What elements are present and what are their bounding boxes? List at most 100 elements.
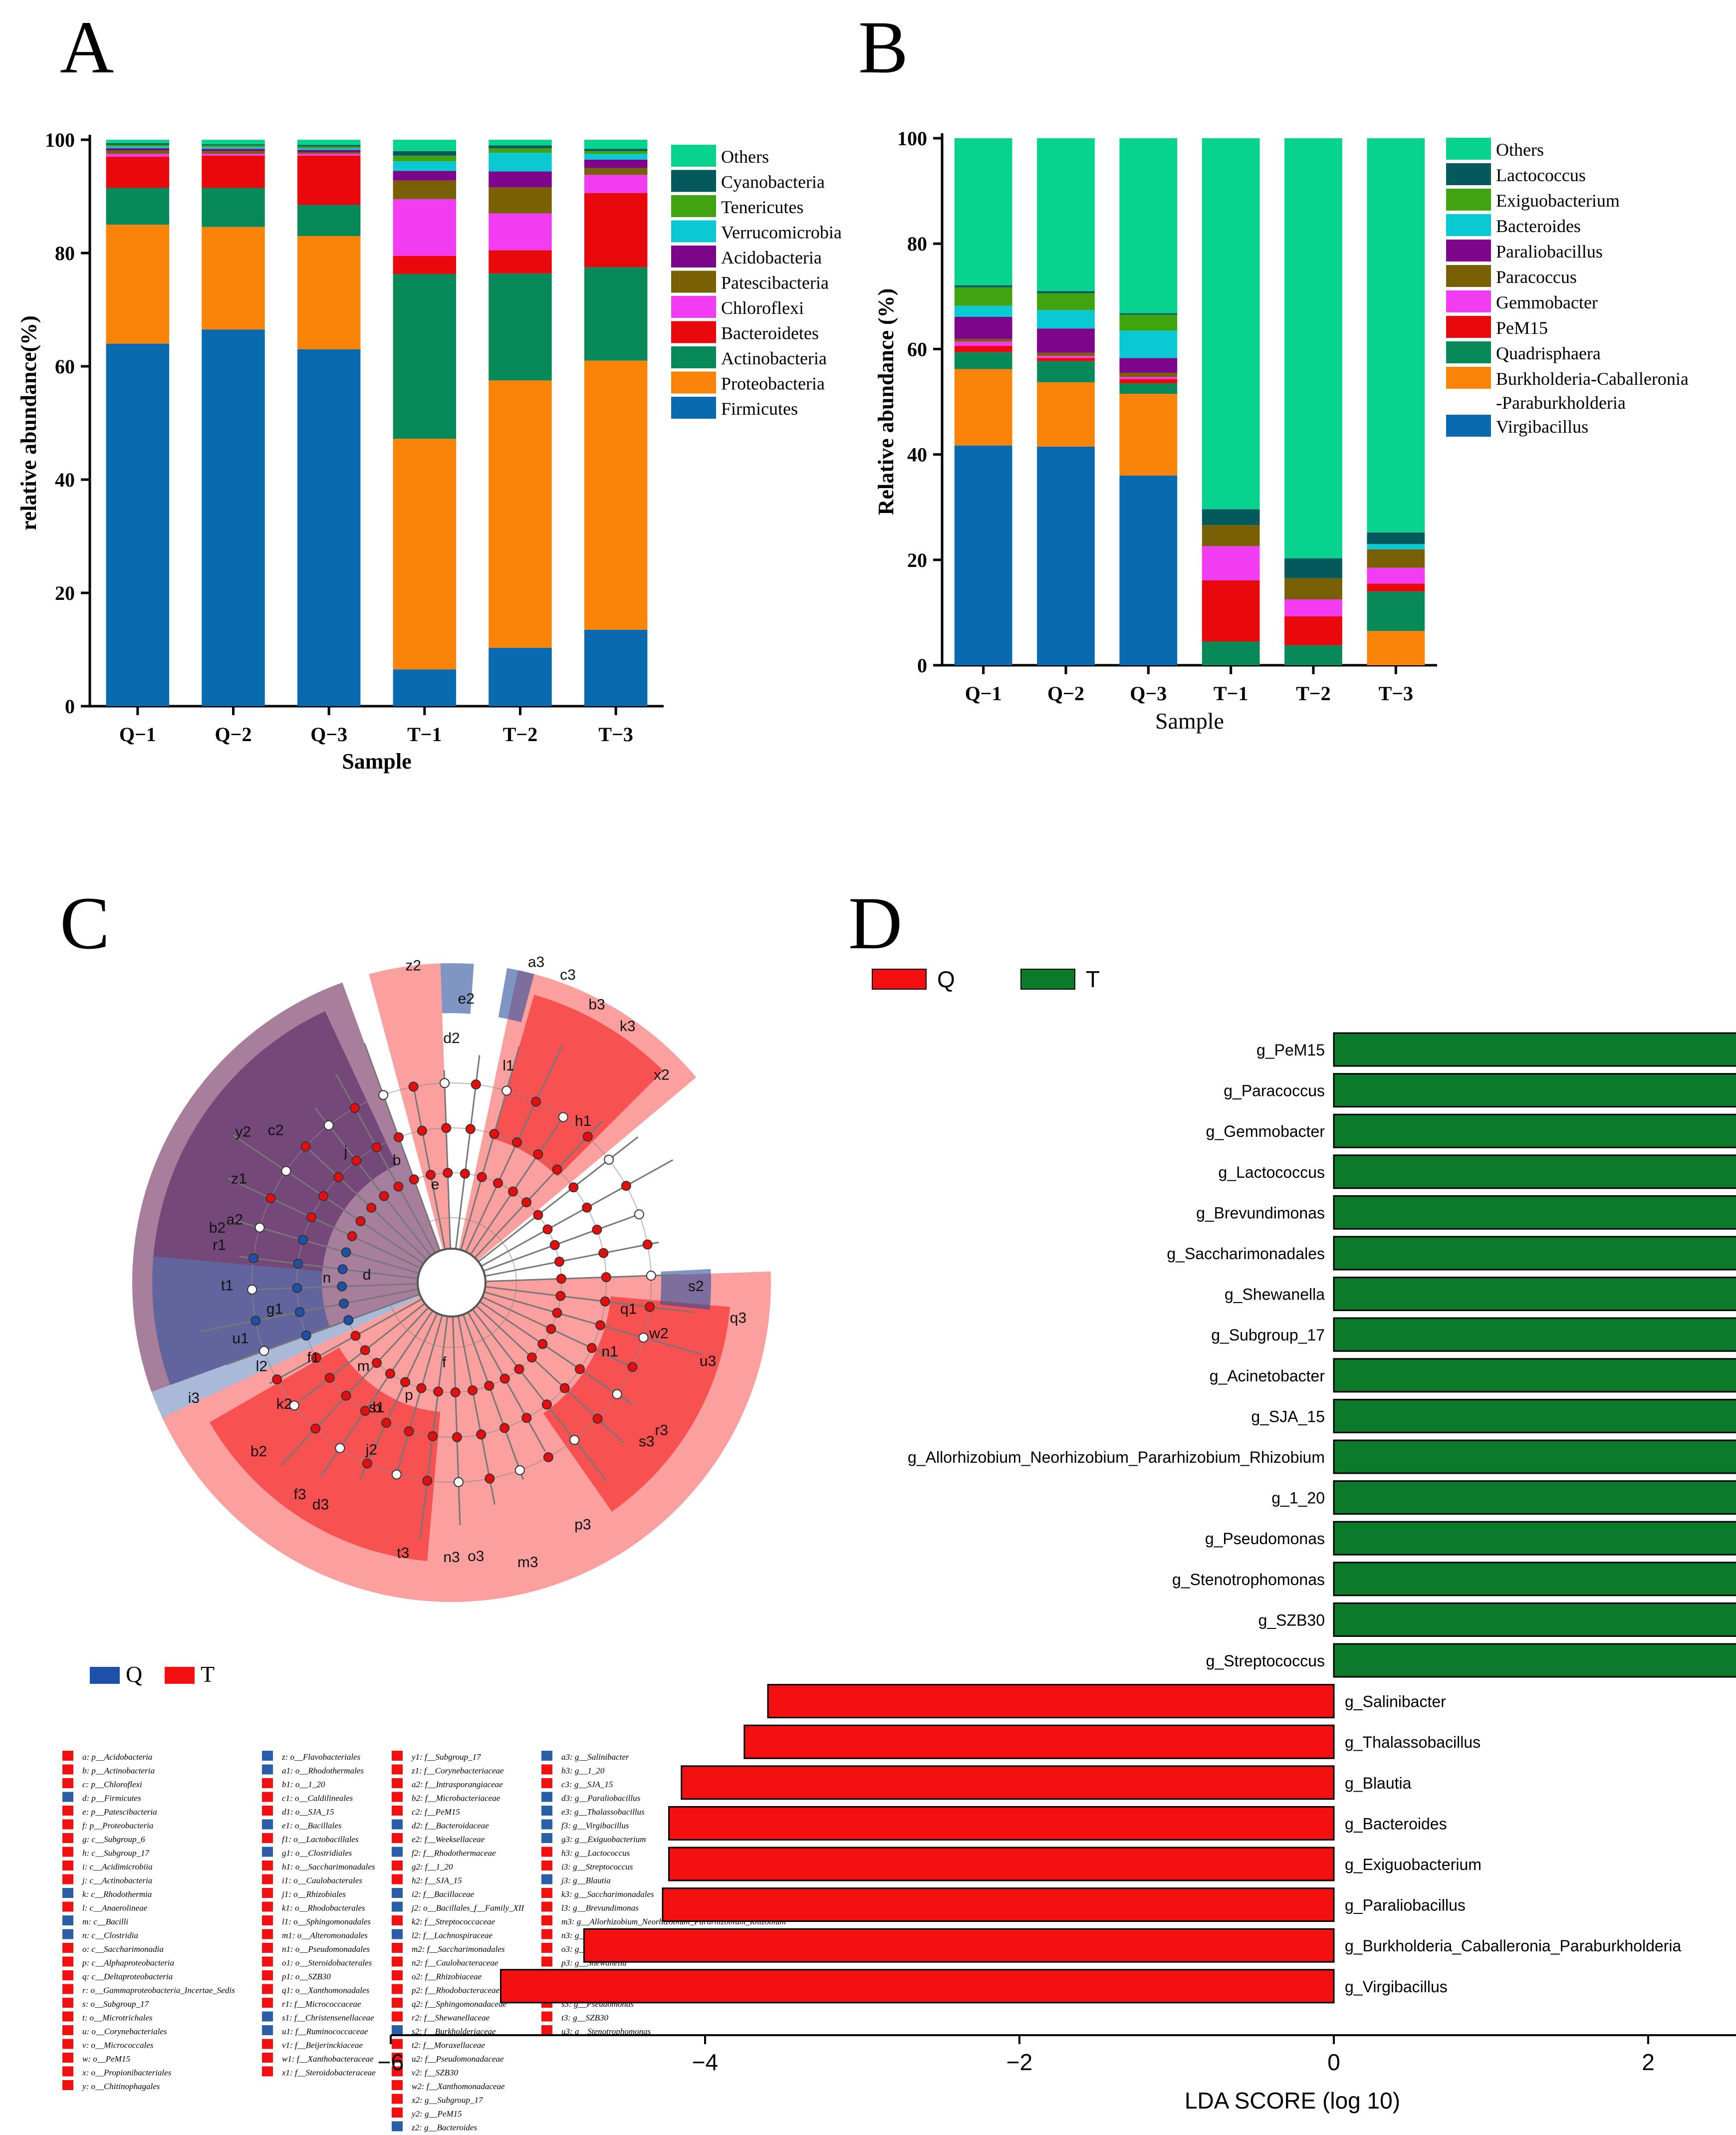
panel-b-stacked-bar-chart: 0 20 40 60 80 100 Q−1 Q−2 Q−3 T−1 T−2 T−3 Sample Rela…	[874, 127, 1689, 734]
key-label: g: c__Subgroup_6	[82, 1835, 145, 1844]
tree-node	[371, 1357, 382, 1368]
legend-swatch	[671, 397, 716, 419]
panel-label-b: B	[858, 6, 908, 89]
tree-branch	[301, 1142, 427, 1260]
key-swatch	[541, 2025, 552, 2035]
bar-segment	[489, 140, 552, 146]
bar-segment	[106, 188, 170, 225]
clade-label: f1	[307, 1349, 319, 1366]
clade-label: y2	[235, 1123, 251, 1140]
tree-branch	[485, 1291, 703, 1355]
lda-bar	[1333, 1277, 1736, 1312]
key-swatch	[392, 2039, 403, 2049]
key-swatch	[392, 2080, 403, 2090]
bar-segment	[584, 159, 648, 168]
tree-branch	[364, 1043, 441, 1250]
x-tick-label: 2	[1642, 2049, 1655, 2075]
key-label: t3: g__SZB30	[561, 2013, 608, 2023]
bar-segment	[584, 193, 648, 267]
key-label: d1: o__SJA_15	[282, 1807, 334, 1817]
clade-label: n	[323, 1270, 331, 1286]
legend-label: Burkholderia-Caballeronia	[1496, 369, 1689, 389]
bar-segment	[584, 168, 648, 175]
x-tick-label: Q−2	[1047, 682, 1084, 705]
tree-node	[460, 1168, 470, 1179]
lda-bar-label: g_SZB30	[1258, 1611, 1325, 1629]
clade-label: k3	[620, 1018, 636, 1035]
tree-node	[450, 1387, 461, 1397]
lda-bar	[668, 1847, 1335, 1881]
lda-bar	[681, 1765, 1335, 1800]
bar-segment	[1284, 616, 1342, 645]
key-swatch	[62, 1970, 73, 1980]
legend-swatch	[1446, 214, 1491, 236]
lda-bar-label: g_Thalassobacillus	[1345, 1733, 1481, 1751]
tree-branch	[240, 1294, 419, 1360]
lda-bar-label: g_PeM15	[1256, 1041, 1325, 1059]
tree-branch	[254, 1283, 417, 1291]
key-label: h: c__Subgroup_17	[82, 1849, 150, 1858]
legend-swatch	[671, 220, 716, 243]
key-label: n1: o__Pseudomonadales	[282, 1944, 370, 1954]
key-label: i3: g__Streptococcus	[561, 1862, 633, 1871]
tree-node	[341, 1390, 351, 1401]
x-axis-title: Sample	[342, 749, 411, 774]
key-swatch	[392, 1847, 403, 1857]
key-label: f3: g__Virgibacillus	[561, 1821, 629, 1831]
tree-node	[521, 1197, 532, 1208]
key-swatch	[541, 1833, 552, 1843]
key-swatch	[392, 1874, 403, 1884]
bar-segment	[954, 316, 1012, 339]
key-label: j1: o__Rhizobiales	[281, 1889, 346, 1899]
key-label: o: c__Saccharimonadia	[82, 1944, 164, 1954]
key-swatch	[62, 1943, 73, 1953]
tree-node	[306, 1212, 317, 1222]
clade-label: x2	[654, 1067, 670, 1083]
bar-segment	[489, 273, 552, 381]
lda-bar-label: g_Stenotrophomonas	[1172, 1571, 1325, 1589]
key-label: j: c__Actinobacteria	[81, 1876, 152, 1885]
key-swatch	[262, 1847, 273, 1857]
tree-branch	[486, 1286, 694, 1314]
tree-node	[595, 1320, 605, 1331]
bar-segment	[954, 445, 1012, 665]
key-swatch	[392, 2108, 403, 2118]
key-label: e3: g__Thalassobacillus	[561, 1807, 645, 1817]
y-tick-label: 0	[917, 654, 927, 677]
bar-segment	[489, 380, 552, 648]
y-tick-label: 100	[45, 129, 75, 151]
key-swatch	[62, 1764, 73, 1775]
tree-node	[598, 1248, 609, 1258]
tree-node	[501, 1085, 512, 1096]
bar-segment	[954, 352, 1012, 369]
bar-segment	[1037, 446, 1095, 665]
legend-swatch	[671, 195, 716, 217]
legend-label: Gemmobacter	[1496, 292, 1598, 312]
lda-bar-label: g_Burkholderia_Caballeronia_Paraburkhold…	[1345, 1937, 1681, 1955]
tree-node	[541, 1399, 552, 1410]
key-label: c3: g__SJA_15	[561, 1780, 613, 1789]
tree-node	[477, 1172, 487, 1182]
legend-label: Bacteroides	[1496, 216, 1581, 236]
bar-segment	[1202, 580, 1260, 642]
key-label: v: o__Micrococcales	[82, 2041, 154, 2050]
tree-node	[265, 1193, 276, 1203]
tree-branch	[472, 1310, 607, 1482]
key-swatch	[262, 1778, 273, 1788]
lda-bar	[767, 1684, 1335, 1719]
key-label: r: o__Gammaproteobacteria_Incertae_Sedis	[82, 1986, 235, 1995]
key-label: c1: o__Caldilineales	[282, 1794, 353, 1803]
tree-node	[555, 1291, 566, 1301]
legend-swatch	[1446, 415, 1491, 437]
key-label: y2: g__PeM15	[411, 2109, 462, 2119]
clade-shading-t-inner	[493, 995, 664, 1177]
tree-node	[533, 1210, 543, 1220]
key-label: j3: g__Blautia	[560, 1876, 611, 1885]
clade-label: z1	[231, 1170, 247, 1187]
tree-node	[318, 1191, 328, 1201]
key-swatch	[392, 2121, 403, 2132]
key-swatch	[62, 1984, 73, 1994]
key-swatch	[62, 2011, 73, 2022]
key-label: q1: o__Xanthomonadales	[282, 1986, 370, 1995]
